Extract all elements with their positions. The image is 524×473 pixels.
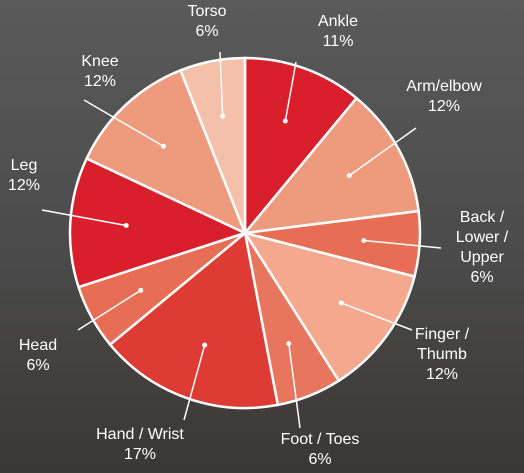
leader-dot — [161, 144, 166, 149]
category-label: Torso — [177, 2, 237, 22]
value-label: 11% — [298, 32, 378, 52]
value-label: 6% — [177, 22, 237, 42]
value-label: 12% — [0, 176, 49, 196]
category-label: Leg — [0, 156, 49, 176]
value-label: 12% — [70, 72, 130, 92]
value-label: 12% — [389, 97, 499, 117]
value-label: 17% — [75, 445, 205, 465]
value-label: 12% — [402, 365, 482, 385]
chart: Ankle11%Arm/elbow12%Back / Lower / Upper… — [0, 0, 524, 473]
leader-dot — [339, 300, 344, 305]
leader-dot — [220, 114, 225, 119]
leader-dot — [347, 173, 352, 178]
category-label: Hand / Wrist — [75, 425, 205, 445]
value-label: 6% — [265, 450, 375, 470]
leader-dot — [286, 341, 291, 346]
category-label: Foot / Toes — [265, 430, 375, 450]
leader-dot — [283, 119, 288, 124]
value-label: 6% — [8, 356, 68, 376]
value-label: 6% — [442, 268, 522, 288]
leader-dot — [202, 342, 207, 347]
category-label: Knee — [70, 52, 130, 72]
leader-dot — [124, 223, 129, 228]
leader-dot — [361, 238, 366, 243]
category-label: Arm/elbow — [389, 77, 499, 97]
category-label: Ankle — [298, 12, 378, 32]
leader-dot — [138, 288, 143, 293]
category-label: Back / Lower / Upper — [442, 208, 522, 268]
category-label: Finger / Thumb — [402, 325, 482, 365]
category-label: Head — [8, 336, 68, 356]
